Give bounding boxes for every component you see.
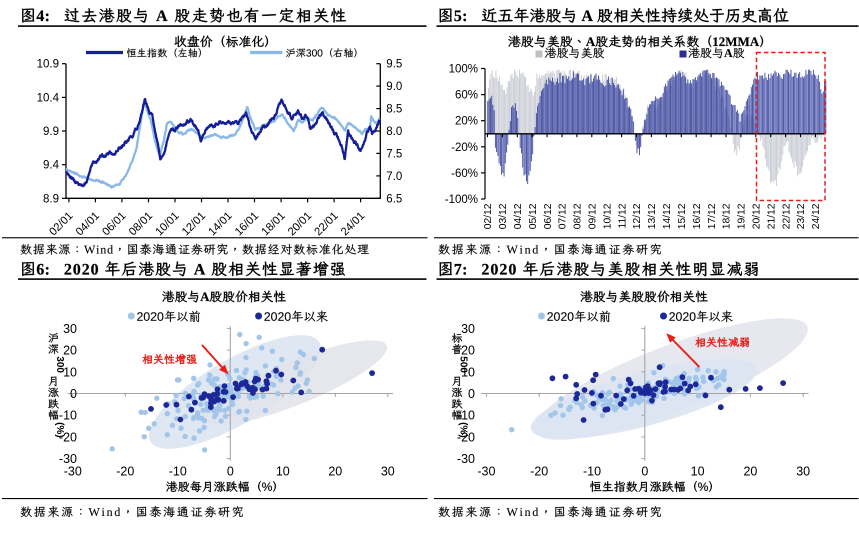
svg-text:09/12: 09/12 bbox=[588, 203, 599, 229]
svg-text:-30: -30 bbox=[59, 452, 77, 466]
svg-text:14/12: 14/12 bbox=[662, 203, 673, 229]
svg-text:04/12: 04/12 bbox=[513, 203, 524, 229]
svg-text:06/12: 06/12 bbox=[543, 203, 554, 229]
svg-text:30: 30 bbox=[461, 322, 475, 336]
svg-text:0: 0 bbox=[227, 464, 234, 478]
svg-text:22/12: 22/12 bbox=[781, 203, 792, 229]
svg-text:24/12: 24/12 bbox=[811, 203, 822, 229]
svg-text:9.0: 9.0 bbox=[386, 81, 402, 93]
svg-text:-20: -20 bbox=[530, 464, 548, 478]
svg-text:8.5: 8.5 bbox=[386, 104, 402, 116]
svg-text:-20%: -20% bbox=[451, 142, 478, 154]
svg-text:100%: 100% bbox=[449, 64, 478, 76]
svg-text:05/12: 05/12 bbox=[528, 203, 539, 229]
svg-text:-10: -10 bbox=[169, 464, 187, 478]
svg-text:30: 30 bbox=[63, 322, 77, 336]
svg-text:8.0: 8.0 bbox=[386, 126, 402, 138]
svg-text:0: 0 bbox=[70, 387, 77, 401]
svg-text:20/12: 20/12 bbox=[752, 203, 763, 229]
svg-text:7.5: 7.5 bbox=[386, 148, 402, 160]
svg-text:500: 500 bbox=[458, 356, 469, 373]
svg-text:15/12: 15/12 bbox=[677, 203, 688, 229]
svg-text:300: 300 bbox=[54, 356, 65, 373]
svg-text:16/12: 16/12 bbox=[692, 203, 703, 229]
svg-text:-60%: -60% bbox=[451, 168, 478, 180]
svg-text:30: 30 bbox=[381, 464, 395, 478]
svg-text:(%): (%) bbox=[458, 422, 469, 438]
svg-text:23/12: 23/12 bbox=[796, 203, 807, 229]
svg-text:-30: -30 bbox=[64, 464, 82, 478]
svg-text:10: 10 bbox=[276, 464, 290, 478]
svg-text:-10: -10 bbox=[583, 464, 601, 478]
svg-text:-30: -30 bbox=[457, 452, 475, 466]
svg-text:6.5: 6.5 bbox=[386, 193, 402, 205]
svg-text:9.4: 9.4 bbox=[43, 160, 60, 172]
svg-text:07/12: 07/12 bbox=[558, 203, 569, 229]
svg-text:11/12: 11/12 bbox=[617, 203, 628, 228]
svg-text:60%: 60% bbox=[455, 90, 478, 102]
svg-text:13/12: 13/12 bbox=[647, 203, 658, 229]
svg-text:10.9: 10.9 bbox=[37, 59, 59, 71]
svg-text:02/12: 02/12 bbox=[483, 203, 494, 229]
svg-text:8.9: 8.9 bbox=[43, 193, 59, 205]
svg-text:7.0: 7.0 bbox=[386, 171, 402, 183]
svg-text:03/12: 03/12 bbox=[498, 203, 509, 229]
svg-text:10: 10 bbox=[461, 365, 475, 379]
svg-text:30: 30 bbox=[796, 464, 810, 478]
svg-text:08/12: 08/12 bbox=[573, 203, 584, 229]
svg-text:(%): (%) bbox=[54, 422, 65, 438]
svg-text:19/12: 19/12 bbox=[737, 203, 748, 229]
svg-text:0: 0 bbox=[468, 387, 475, 401]
svg-text:10.4: 10.4 bbox=[37, 92, 60, 104]
svg-text:10/12: 10/12 bbox=[602, 203, 613, 229]
svg-text:9.5: 9.5 bbox=[386, 59, 402, 71]
svg-text:9.9: 9.9 bbox=[43, 126, 59, 138]
svg-text:17/12: 17/12 bbox=[707, 203, 718, 229]
svg-text:0: 0 bbox=[641, 464, 648, 478]
svg-text:-20: -20 bbox=[59, 430, 77, 444]
svg-text:20: 20 bbox=[743, 464, 757, 478]
svg-text:-100%: -100% bbox=[445, 194, 478, 206]
svg-text:-20: -20 bbox=[457, 430, 475, 444]
svg-text:10: 10 bbox=[63, 365, 77, 379]
svg-text:20: 20 bbox=[328, 464, 342, 478]
svg-text:21/12: 21/12 bbox=[766, 203, 777, 229]
svg-text:-10: -10 bbox=[59, 409, 77, 423]
svg-text:20: 20 bbox=[461, 344, 475, 358]
svg-text:18/12: 18/12 bbox=[722, 203, 733, 229]
svg-text:-20: -20 bbox=[116, 464, 134, 478]
svg-text:-30: -30 bbox=[477, 464, 495, 478]
svg-text:12/12: 12/12 bbox=[632, 203, 643, 229]
svg-text:20: 20 bbox=[63, 344, 77, 358]
svg-text:20%: 20% bbox=[455, 116, 478, 128]
svg-text:10: 10 bbox=[691, 464, 705, 478]
